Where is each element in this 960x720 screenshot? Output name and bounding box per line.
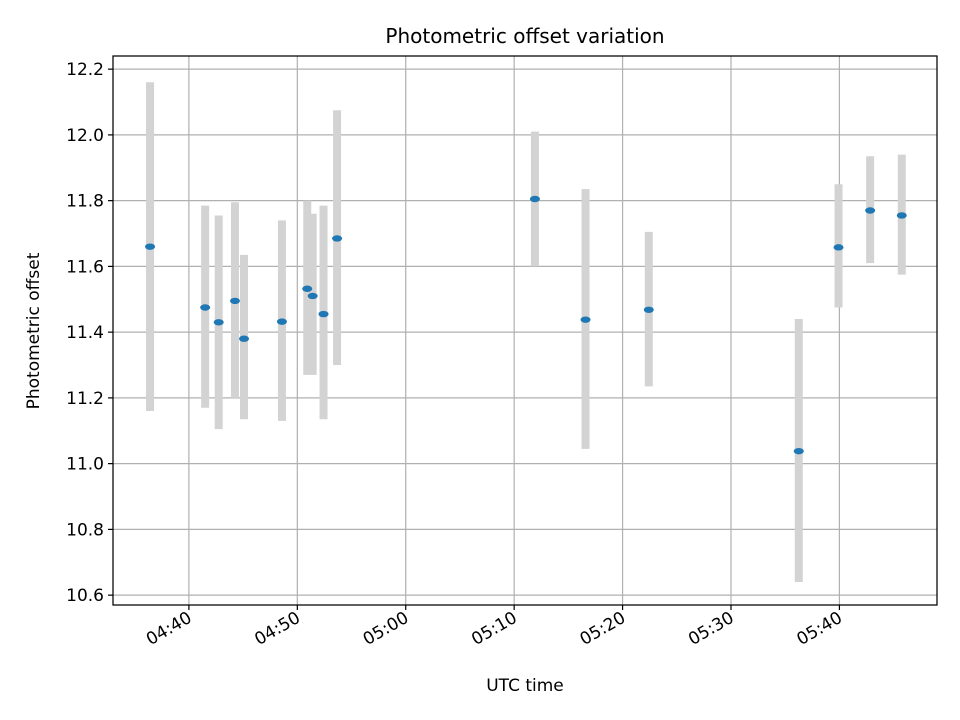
grid-lines [113,56,937,605]
data-point [896,212,907,219]
data-point [643,306,654,313]
data-point [307,292,318,300]
data-point [302,285,313,292]
y-axis-label: Photometric offset [24,252,44,409]
y-tick-label: 11.0 [66,455,104,475]
y-tick-label: 11.6 [66,257,104,277]
plot-frame [112,55,938,606]
data-point [276,318,287,325]
data-point [793,447,804,455]
data-points [145,195,907,455]
data-point [213,319,224,326]
data-point [229,297,240,305]
y-tick-label: 11.4 [66,323,104,343]
x-axis-label: UTC time [486,676,564,696]
data-point [200,304,211,311]
chart-title: Photometric offset variation [385,24,664,48]
data-point [145,243,156,250]
y-tick-label: 12.0 [66,126,104,146]
data-point [318,310,329,318]
y-tick-label: 10.8 [66,520,104,540]
data-point [332,235,343,242]
data-point [580,316,591,323]
y-tick-label: 12.2 [66,60,104,80]
y-tick-label: 11.8 [66,192,104,212]
y-tick-label: 11.2 [66,389,104,409]
data-point [239,335,250,342]
data-point [529,195,540,203]
data-point [833,244,844,251]
y-tick-label: 10.6 [66,586,104,606]
data-point [865,207,876,214]
